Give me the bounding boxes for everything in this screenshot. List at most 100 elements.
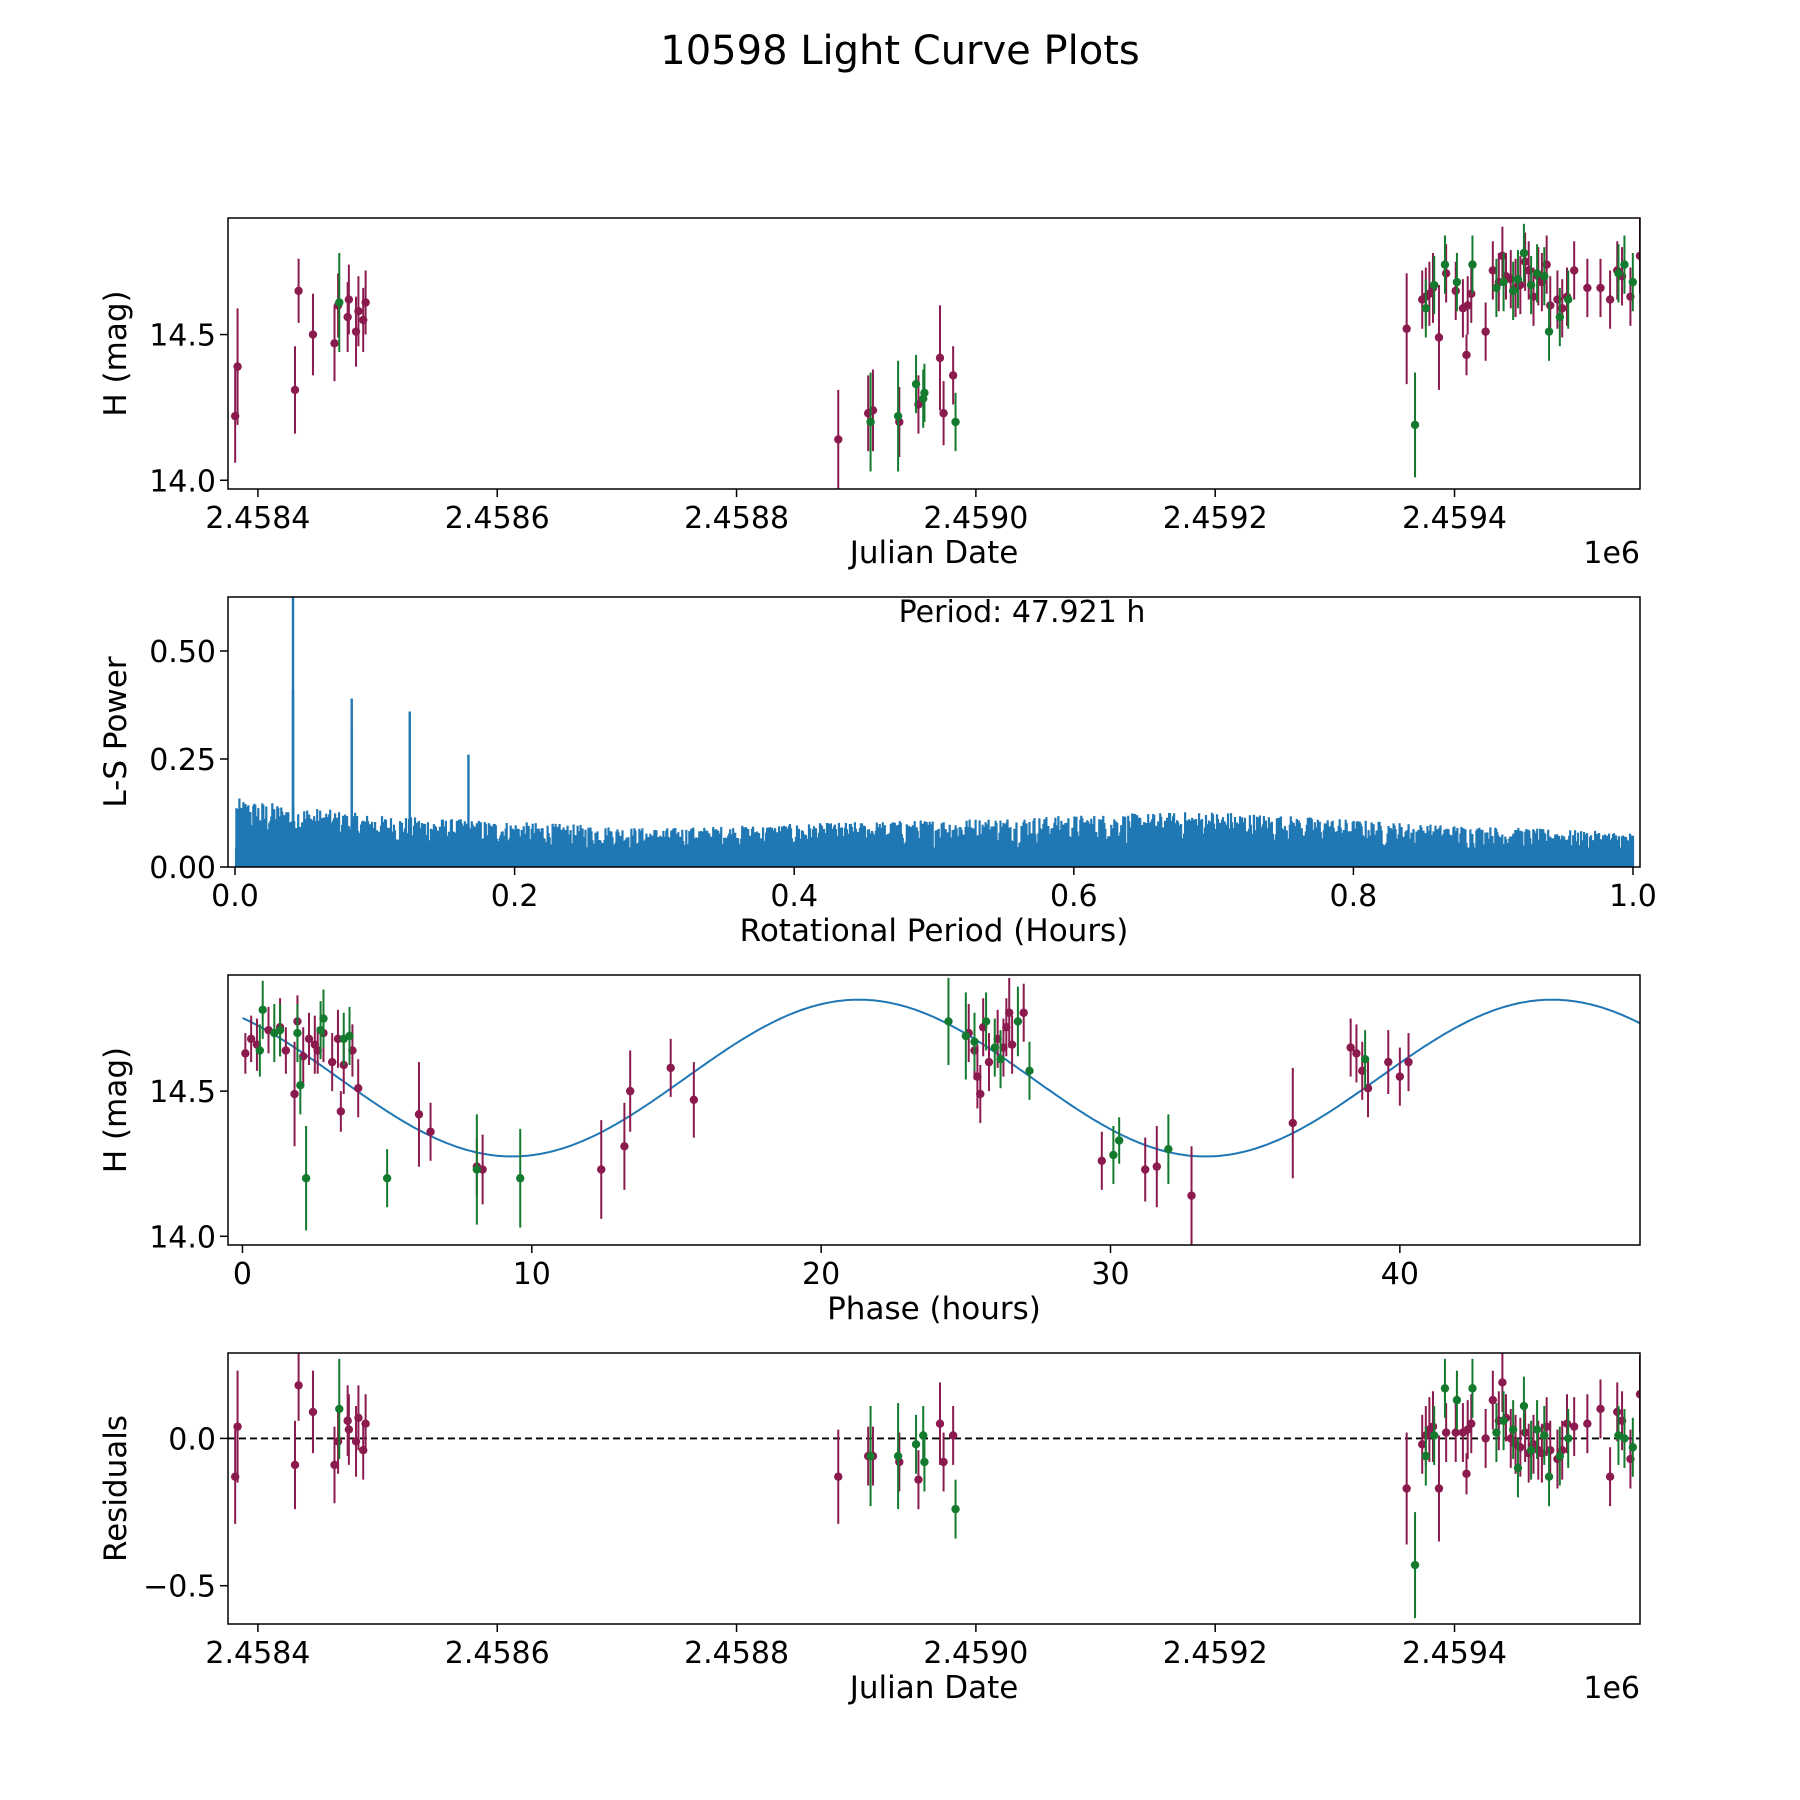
data-point (1402, 324, 1411, 333)
data-point (1519, 1401, 1529, 1411)
data-point (1418, 1440, 1427, 1449)
data-point (1019, 1008, 1028, 1017)
data-point (1404, 1057, 1413, 1067)
x-tick-label: 2.4588 (684, 1636, 789, 1671)
data-point (1109, 1150, 1118, 1160)
data-point (308, 330, 318, 339)
x-tick-label: 1.0 (1609, 879, 1657, 914)
x-tick-label: 0.6 (1050, 879, 1098, 914)
data-point (1583, 283, 1592, 293)
data-point (939, 409, 948, 418)
x-tick-label: 10 (513, 1257, 551, 1292)
data-point (689, 1095, 699, 1105)
data-point (866, 1451, 875, 1461)
data-point (1569, 266, 1579, 275)
x-tick-label: 2.4594 (1402, 501, 1507, 536)
data-point (1569, 1422, 1579, 1431)
x-tick-label: 2.4590 (923, 501, 1028, 536)
data-point (1596, 283, 1605, 293)
data-point (275, 1025, 285, 1035)
phase-fold-panel: 0 10 20 30 40 14.0 14.5 Phase (hours) H (mag) (98, 974, 1641, 1327)
data-point (1481, 327, 1490, 336)
data-point (1555, 1451, 1565, 1461)
data-point (1441, 1428, 1451, 1437)
x-tick-label: 20 (802, 1257, 840, 1292)
x-tick-label: 30 (1091, 1257, 1129, 1292)
data-point (343, 312, 352, 322)
y-tick-label: 0.0 (168, 1422, 216, 1457)
data-point (1013, 1017, 1023, 1026)
periodogram-panel: Period: 47.921 h 0.0 0.2 0.4 0.6 0.8 1.0 0.00 0.… (98, 595, 1657, 949)
y-axis-label: Residuals (98, 1415, 134, 1562)
x-axis-label: Rotational Period (Hours) (740, 913, 1129, 949)
data-point (1441, 269, 1451, 278)
data-point (1440, 260, 1450, 269)
data-point (1564, 1434, 1573, 1443)
data-point (1452, 277, 1462, 287)
data-point (984, 1057, 994, 1067)
y-tick-label: 14.0 (149, 464, 216, 499)
data-point (1434, 1484, 1444, 1493)
x-axis-offset-label: 1e6 (1583, 1671, 1640, 1706)
data-point (516, 1174, 525, 1183)
data-point (1488, 266, 1498, 275)
data-point (981, 1017, 991, 1026)
data-point (1025, 1066, 1034, 1076)
x-tick-label: 0.2 (491, 879, 539, 914)
y-tick-label: 14.5 (149, 319, 216, 354)
data-point (296, 1081, 305, 1090)
data-point (1395, 1072, 1405, 1081)
data-point (426, 1127, 435, 1136)
data-point (1352, 1049, 1361, 1058)
data-point (1005, 1008, 1014, 1017)
x-tick-label: 2.4590 (923, 1636, 1028, 1671)
data-point (666, 1063, 675, 1073)
data-point (294, 286, 303, 296)
data-point (293, 1028, 302, 1038)
x-axis-label: Julian Date (848, 1670, 1019, 1706)
plot-area (230, 218, 1640, 489)
data-point (1540, 1431, 1549, 1440)
data-point (834, 435, 843, 444)
data-point (1513, 274, 1523, 284)
data-point (1540, 272, 1549, 281)
data-point (1513, 1463, 1523, 1473)
data-point (625, 1086, 635, 1096)
data-point (939, 1457, 948, 1467)
data-point (1635, 1390, 1640, 1399)
data-point (920, 1457, 929, 1467)
data-point (1562, 1419, 1572, 1428)
data-point (1429, 280, 1439, 290)
data-point (1614, 269, 1623, 278)
data-point (345, 1031, 354, 1041)
data-point (1492, 1428, 1501, 1437)
axes-frame (227, 974, 1641, 1246)
data-point (258, 1005, 267, 1015)
x-tick-label: 40 (1381, 1257, 1419, 1292)
data-point (1499, 277, 1508, 287)
data-point (1546, 1446, 1555, 1455)
data-point (308, 1407, 318, 1417)
y-tick-label: 0.50 (149, 635, 216, 670)
data-point (1532, 1425, 1542, 1434)
data-point (361, 1419, 370, 1428)
data-point (1428, 1422, 1438, 1431)
data-point (354, 1084, 363, 1093)
data-point (1467, 1419, 1476, 1428)
figure-title: 10598 Light Curve Plots (660, 28, 1140, 74)
data-point (1410, 420, 1420, 430)
data-point (1360, 1054, 1370, 1064)
data-point (344, 1425, 354, 1434)
data-point (304, 1034, 314, 1044)
x-axis-label: Phase (hours) (827, 1291, 1041, 1327)
data-point (1620, 1434, 1629, 1443)
residuals-panel: 2.4584 2.4586 2.4588 2.4590 2.4592 2.4594 −0.5… (98, 1352, 1641, 1706)
y-tick-label: 14.5 (149, 1075, 216, 1110)
data-point (1164, 1144, 1173, 1154)
data-point (1628, 277, 1638, 287)
y-tick-label: 0.25 (149, 743, 216, 778)
data-point (336, 1107, 346, 1116)
data-point (1519, 248, 1529, 258)
data-point (1451, 1428, 1460, 1437)
data-point (294, 1381, 303, 1390)
